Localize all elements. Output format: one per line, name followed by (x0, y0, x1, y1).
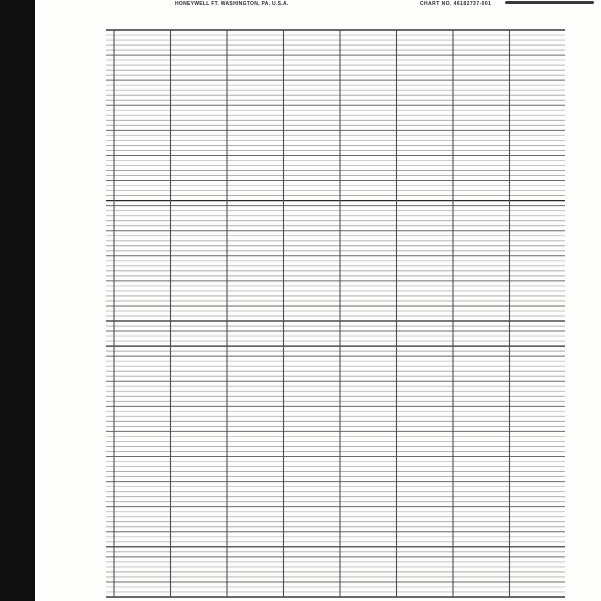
pen-trace-mark (505, 1, 594, 4)
scanner-edge-band (0, 0, 35, 601)
chart-number-label: CHART NO. 46182737-001 (420, 1, 492, 7)
manufacturer-label: HONEYWELL FT. WASHINGTON, PA. U.S.A. (175, 1, 289, 7)
